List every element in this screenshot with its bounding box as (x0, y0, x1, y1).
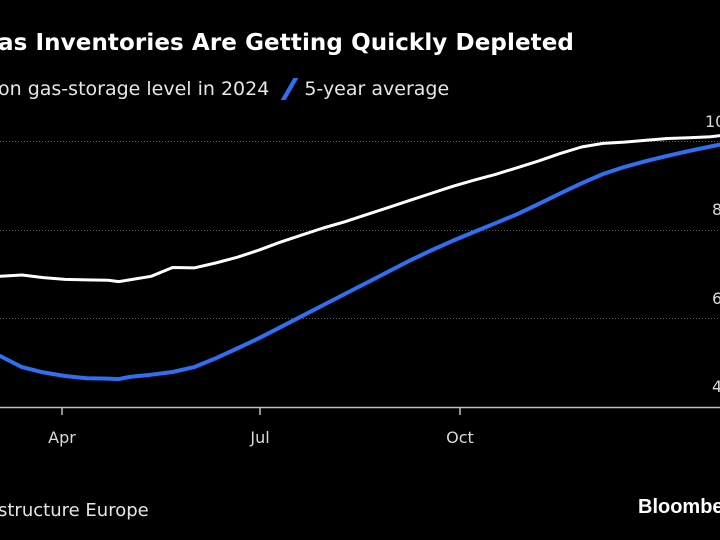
brand-logo: Bloombe (638, 496, 720, 518)
x-ticks: Apr Jul Oct (48, 407, 474, 447)
chart-title: as Inventories Are Getting Quickly Deple… (0, 30, 574, 56)
legend: on gas-storage level in 2024 5-year aver… (0, 78, 449, 100)
series-line-2024 (0, 134, 720, 284)
x-tick-label-oct: Oct (446, 428, 474, 447)
source-note: structure Europe (0, 500, 149, 521)
y-tick-label-40: 4 (712, 377, 720, 396)
legend-item-2024-label: on gas-storage level in 2024 (0, 78, 270, 100)
y-tick-label-60: 6 (712, 289, 720, 308)
y-tick-labels: 10 8 6 4 (705, 112, 720, 396)
gridlines (0, 141, 720, 319)
y-tick-label-80: 8 (712, 200, 720, 219)
legend-item-5-year-average-label: 5-year average (304, 78, 450, 100)
series-line-5-year-average (0, 142, 720, 382)
x-tick-label-apr: Apr (48, 428, 76, 447)
x-tick-label-jul: Jul (249, 428, 269, 447)
y-tick-label-100: 10 (705, 112, 720, 131)
